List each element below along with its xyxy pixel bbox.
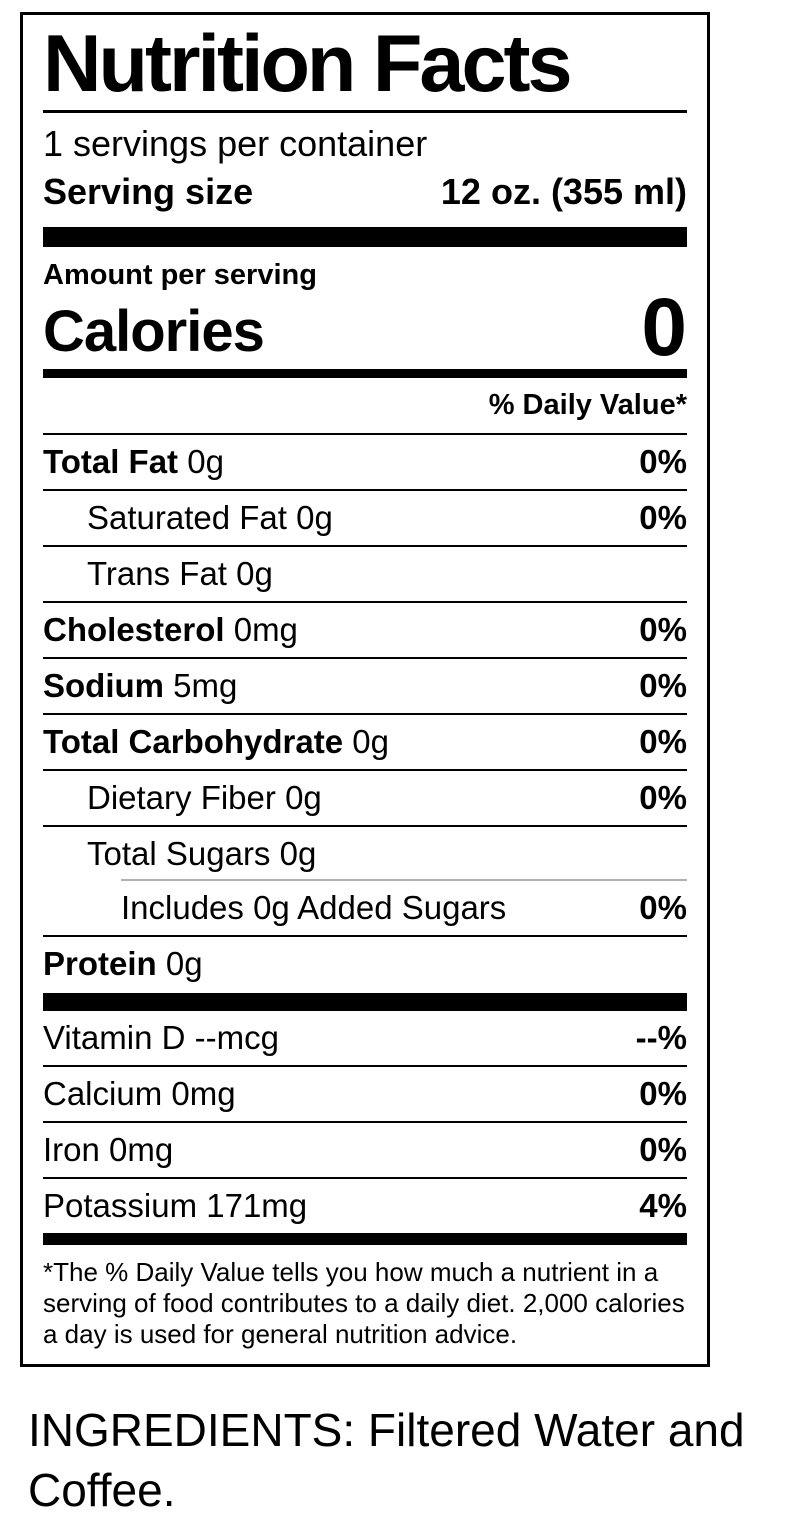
nutrient-row-trans-fat: Trans Fat 0g: [43, 547, 687, 603]
nutrient-dv: 0%: [639, 722, 687, 760]
nutrient-row-total-sugars: Total Sugars 0g: [43, 827, 687, 881]
nutrient-name: Sodium: [43, 666, 164, 704]
nutrient-dv: 4%: [639, 1186, 687, 1224]
nutrient-name: Dietary Fiber: [87, 778, 276, 816]
nutrient-dv: --%: [635, 1018, 687, 1056]
servings-per-container: 1 servings per container: [43, 122, 428, 164]
nutrient-amount: 0g: [352, 722, 389, 760]
nutrient-row-protein: Protein 0g: [43, 937, 687, 991]
nutrient-name: Total Carbohydrate: [43, 722, 344, 760]
calories-divider: [43, 368, 687, 378]
thick-divider-top: [43, 226, 687, 247]
calories-value: 0: [641, 281, 687, 373]
nutrient-name: Protein: [43, 944, 157, 982]
thick-divider-bottom: [43, 1232, 687, 1245]
nutrient-amount: 5mg: [173, 666, 238, 704]
nutrient-row-sodium: Sodium 5mg 0%: [43, 659, 687, 715]
micronutrient-row-calcium: Calcium 0mg 0%: [43, 1067, 687, 1123]
nutrient-name: Cholesterol: [43, 610, 225, 648]
nutrient-name: Potassium: [43, 1186, 198, 1224]
page: Nutrition Facts 1 servings per container…: [0, 12, 807, 1521]
panel-title: Nutrition Facts: [43, 19, 573, 109]
nutrient-name: Iron: [43, 1130, 100, 1168]
nutrient-dv: 0%: [639, 442, 687, 480]
nutrient-name: Calcium: [43, 1074, 163, 1112]
thick-divider-middle: [43, 992, 687, 1011]
micronutrient-row-iron: Iron 0mg 0%: [43, 1123, 687, 1179]
nutrient-dv: 0%: [639, 610, 687, 648]
title-divider: [43, 109, 687, 113]
nutrient-dv: 0%: [639, 1130, 687, 1168]
daily-value-header: % Daily Value*: [43, 378, 687, 435]
nutrient-row-total-fat: Total Fat 0g 0%: [43, 435, 687, 491]
nutrient-amount: 0mg: [233, 610, 298, 648]
nutrient-row-saturated-fat: Saturated Fat 0g 0%: [43, 491, 687, 547]
nutrient-name: Total Fat: [43, 442, 179, 480]
serving-size-value: 12 oz. (355 ml): [440, 170, 687, 212]
nutrient-amount: 0mg: [109, 1130, 174, 1168]
micronutrient-row-potassium: Potassium 171mg 4%: [43, 1179, 687, 1233]
ingredients-text: INGREDIENTS: Filtered Water and Coffee.: [28, 1404, 745, 1517]
amount-per-serving-label: Amount per serving: [43, 258, 317, 291]
nutrient-amount: 171mg: [206, 1186, 308, 1224]
nutrient-row-added-sugars: Includes 0g Added Sugars 0%: [43, 881, 687, 937]
nutrient-amount: 0g: [285, 778, 322, 816]
nutrient-amount: 0g: [296, 498, 333, 536]
nutrient-dv: 0%: [639, 888, 687, 926]
serving-size-label: Serving size: [43, 170, 254, 212]
nutrient-dv: 0%: [639, 666, 687, 704]
nutrient-row-total-carbohydrate: Total Carbohydrate 0g 0%: [43, 715, 687, 771]
nutrient-name: Total Sugars: [87, 834, 271, 872]
micronutrient-row-vitamin-d: Vitamin D --mcg --%: [43, 1011, 687, 1067]
nutrient-amount: --mcg: [194, 1018, 279, 1056]
nutrient-name: Trans Fat: [87, 554, 227, 592]
nutrient-amount: 0g: [279, 834, 317, 872]
nutrient-row-cholesterol: Cholesterol 0mg 0%: [43, 603, 687, 659]
nutrition-facts-panel: Nutrition Facts 1 servings per container…: [20, 12, 710, 1368]
nutrient-amount: 0g: [187, 442, 224, 480]
calories-row: Calories 0: [43, 281, 687, 373]
nutrient-dv: 0%: [639, 1074, 687, 1112]
serving-size-row: Serving size 12 oz. (355 ml): [43, 171, 687, 213]
nutrient-name: Vitamin D: [43, 1018, 186, 1056]
nutrient-amount: 0g: [236, 554, 273, 592]
calories-label: Calories: [43, 298, 265, 364]
nutrient-amount: 0mg: [171, 1074, 236, 1112]
nutrient-name: Includes 0g Added Sugars: [121, 888, 507, 926]
daily-value-footnote: *The % Daily Value tells you how much a …: [43, 1256, 685, 1350]
nutrient-name: Saturated Fat: [87, 498, 287, 536]
nutrient-dv: 0%: [639, 778, 687, 816]
nutrient-row-dietary-fiber: Dietary Fiber 0g 0%: [43, 771, 687, 827]
nutrient-dv: 0%: [639, 498, 687, 536]
nutrient-amount: 0g: [165, 944, 203, 982]
